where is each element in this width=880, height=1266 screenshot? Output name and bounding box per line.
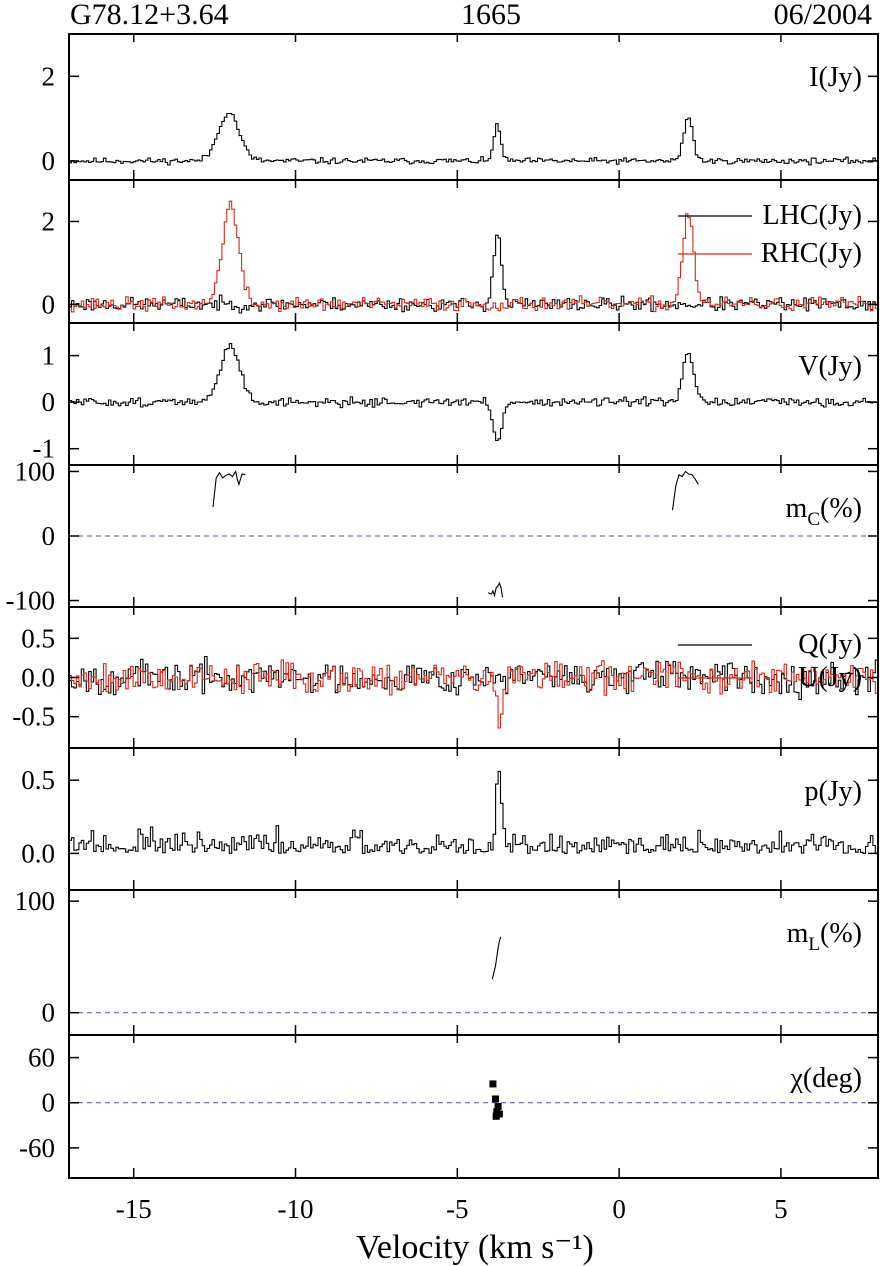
y-tick-label: 100 (15, 886, 56, 916)
polarization-fragment-2 (487, 581, 504, 598)
y-tick-label: 0.0 (21, 663, 55, 693)
x-tick-label: -15 (116, 1194, 152, 1224)
y-tick-label: 0 (42, 1088, 56, 1118)
y-tick-label: -60 (19, 1133, 55, 1163)
panel-frame (68, 889, 879, 1036)
series-vjy-line (69, 343, 879, 442)
chi-point (494, 1103, 502, 1110)
legend-entry: LHC(Jy) (762, 200, 862, 231)
polarization-fragment-1 (671, 470, 699, 511)
y-tick-label: -0.5 (12, 702, 55, 732)
x-tick-label: 0 (612, 1194, 626, 1224)
legend-entry: Q(Jy) (798, 629, 862, 660)
panel-V: 1 0 -1 V(Jy) (33, 322, 879, 466)
y-tick-label: 0 (42, 146, 56, 176)
panel-I: 0 2 I(Jy) (42, 33, 879, 181)
x-tick-label: -5 (446, 1194, 469, 1224)
panel-frame (68, 322, 879, 466)
legend-entry: RHC(Jy) (761, 238, 862, 269)
panel-label: mC(%) (786, 493, 862, 530)
series-ujy-line (69, 659, 879, 729)
x-tick-label: -10 (278, 1194, 314, 1224)
y-tick-label: 2 (42, 61, 56, 91)
y-tick-label: 0 (42, 998, 56, 1028)
polarization-fragment-0 (491, 936, 502, 980)
panel-label: I(Jy) (809, 62, 862, 93)
panel-frame (68, 747, 879, 891)
legend-entry: U(Jy) (798, 662, 862, 693)
y-tick-label: -100 (6, 586, 56, 616)
panel-mc: 100 0 -100 mC(%) (6, 456, 879, 616)
polarization-fragment-0 (212, 470, 246, 508)
panel-label: χ(deg) (789, 1063, 862, 1094)
panel-chi: 60 0 -60 χ(deg) (19, 1034, 879, 1179)
panel-p: 0.5 0.0 p(Jy) (21, 747, 879, 891)
series-qjy-line (69, 655, 879, 701)
epoch-label: 06/2004 (773, 0, 872, 31)
y-tick-label: 60 (28, 1043, 55, 1073)
frequency-label: 1665 (461, 0, 521, 31)
series-lhcjy-line (69, 234, 879, 314)
y-tick-label: 0.0 (21, 838, 55, 868)
y-tick-label: 0.5 (21, 623, 55, 653)
panel-label: V(Jy) (798, 351, 862, 382)
series-rhcjy-line (69, 200, 879, 313)
y-tick-label: 2 (42, 206, 56, 236)
y-tick-label: 1 (42, 341, 56, 371)
y-tick-label: -1 (33, 434, 56, 464)
x-axis-label: Velocity (km s⁻¹) (356, 1229, 594, 1266)
source-name: G78.12+3.64 (70, 0, 229, 31)
panel-label: mL(%) (787, 918, 862, 955)
chi-point (489, 1080, 497, 1088)
panel-label: p(Jy) (804, 776, 862, 807)
series-ijy-line (69, 112, 879, 166)
series-pjy-line (69, 770, 879, 854)
panel-ml: 100 0 mL(%) (15, 886, 879, 1036)
y-tick-label: 100 (15, 456, 56, 486)
y-tick-label: 0 (42, 521, 56, 551)
panel-frame (68, 1034, 879, 1179)
panel-LR: 0 2 LHC(Jy) RHC(Jy) (42, 179, 879, 324)
panel-frame (68, 33, 879, 181)
y-tick-label: 0.5 (21, 765, 55, 795)
panel-QU: 0.5 0.0 -0.5 Q(Jy)U(Jy) (12, 606, 879, 749)
chi-point (492, 1095, 500, 1103)
y-tick-label: 0 (42, 289, 56, 319)
y-tick-label: 0 (42, 387, 56, 417)
chi-point (492, 1112, 500, 1120)
x-tick-label: 5 (774, 1194, 788, 1224)
